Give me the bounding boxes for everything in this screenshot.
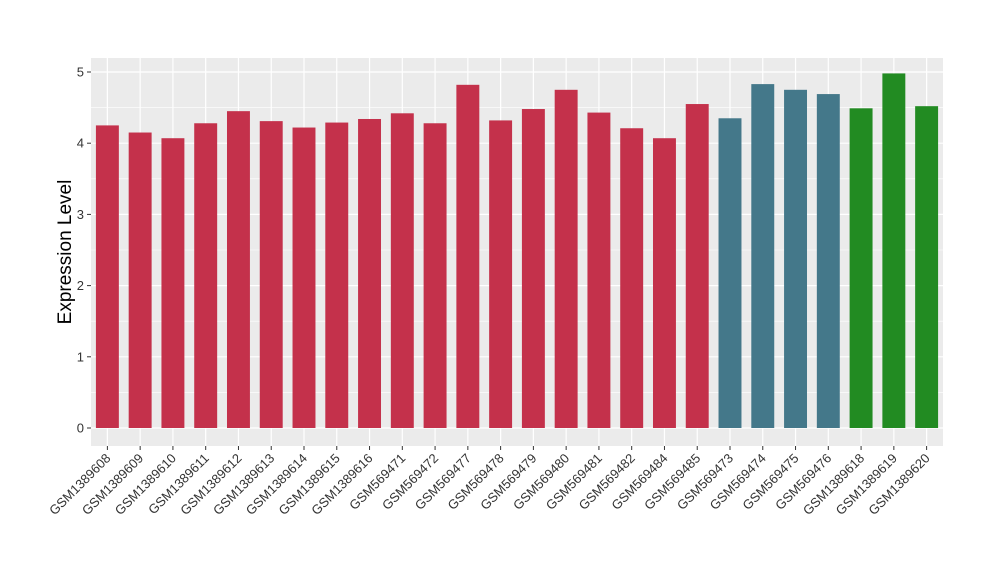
- y-axis: 0 1 2 3 4 5: [77, 65, 91, 436]
- bar-GSM569481: [587, 112, 611, 429]
- bar-GSM569484: [652, 138, 676, 428]
- bars: [95, 73, 939, 429]
- bar-GSM569485: [685, 104, 709, 428]
- bar-GSM1389609: [128, 132, 152, 428]
- bar-GSM569482: [620, 128, 644, 429]
- bar-GSM569479: [521, 109, 545, 429]
- bar-GSM569471: [390, 113, 414, 429]
- bar-GSM1389611: [194, 123, 218, 428]
- y-tick-label: 0: [77, 421, 84, 436]
- bar-GSM1389616: [358, 118, 382, 428]
- bar-GSM1389619: [882, 73, 906, 428]
- bar-GSM1389608: [95, 125, 119, 429]
- bar-GSM569475: [784, 89, 808, 429]
- bar-GSM569480: [554, 89, 578, 429]
- bar-GSM569476: [816, 94, 840, 429]
- bar-GSM569472: [423, 123, 447, 428]
- bar-GSM569474: [751, 84, 775, 428]
- bar-GSM569477: [456, 84, 480, 428]
- y-tick-label: 3: [77, 207, 84, 222]
- bar-GSM1389614: [292, 127, 316, 428]
- bar-GSM1389612: [226, 111, 250, 428]
- bar-GSM1389613: [259, 121, 283, 429]
- bar-GSM1389618: [849, 108, 873, 428]
- y-tick-label: 5: [77, 65, 84, 80]
- bar-GSM569478: [489, 120, 513, 428]
- bar-GSM1389620: [915, 106, 939, 429]
- y-tick-label: 4: [77, 136, 84, 151]
- bar-GSM1389610: [161, 138, 185, 428]
- bar-GSM1389615: [325, 122, 349, 428]
- plot-panel: [91, 58, 943, 446]
- bar-GSM569473: [718, 118, 742, 428]
- x-axis: GSM1389608GSM1389609GSM1389610GSM1389611…: [46, 446, 933, 518]
- y-tick-label: 1: [77, 349, 84, 364]
- y-axis-title: Expression Level: [55, 180, 76, 325]
- y-tick-label: 2: [77, 278, 84, 293]
